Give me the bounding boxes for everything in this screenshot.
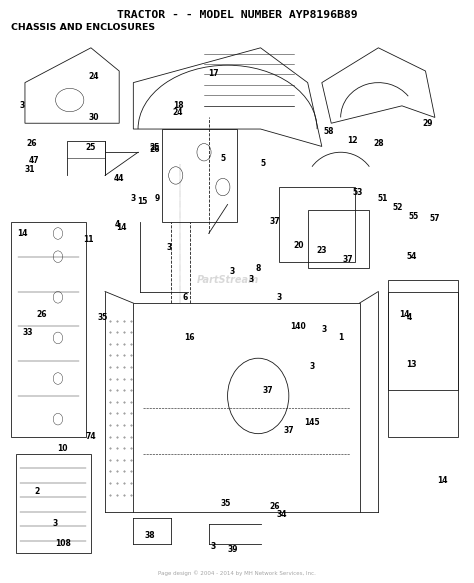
Text: 74: 74	[86, 432, 96, 441]
Text: 5: 5	[220, 153, 226, 163]
Text: 3: 3	[248, 275, 254, 285]
Text: 26: 26	[149, 145, 160, 154]
Text: 3: 3	[131, 194, 136, 203]
Text: 35: 35	[98, 313, 108, 322]
Text: PartStream: PartStream	[196, 275, 259, 285]
Text: 39: 39	[227, 545, 237, 554]
Text: 26: 26	[36, 310, 47, 319]
Text: CHASSIS AND ENCLOSURES: CHASSIS AND ENCLOSURES	[11, 23, 155, 33]
Text: 28: 28	[373, 139, 383, 148]
Text: 54: 54	[406, 252, 417, 261]
Text: 17: 17	[208, 69, 219, 79]
Text: 6: 6	[182, 293, 188, 302]
Text: 10: 10	[57, 444, 68, 452]
Text: 11: 11	[83, 235, 94, 244]
Text: 3: 3	[211, 542, 216, 552]
Text: 52: 52	[392, 203, 402, 212]
Text: 13: 13	[406, 360, 417, 368]
Text: 3: 3	[20, 101, 25, 110]
Text: 25: 25	[149, 143, 160, 152]
Text: 55: 55	[409, 212, 419, 220]
Text: 31: 31	[25, 165, 35, 174]
Text: 37: 37	[283, 426, 294, 436]
Text: 5: 5	[260, 159, 265, 168]
Text: TRACTOR - - MODEL NUMBER AYP8196B89: TRACTOR - - MODEL NUMBER AYP8196B89	[117, 10, 357, 20]
Text: 44: 44	[114, 174, 125, 183]
Text: 24: 24	[88, 72, 99, 81]
Text: 14: 14	[399, 310, 410, 319]
Text: 47: 47	[29, 156, 40, 166]
Text: 14: 14	[116, 223, 127, 232]
Text: 108: 108	[55, 539, 71, 549]
Text: 16: 16	[185, 333, 195, 342]
Text: 34: 34	[276, 510, 287, 519]
Text: 38: 38	[145, 531, 155, 540]
Text: 140: 140	[291, 322, 306, 331]
Text: 35: 35	[220, 499, 230, 508]
Text: 29: 29	[423, 119, 433, 128]
Text: 1: 1	[338, 333, 343, 342]
Text: 3: 3	[230, 266, 235, 276]
Text: 3: 3	[53, 519, 58, 528]
Text: 51: 51	[378, 194, 388, 203]
Text: 18: 18	[173, 101, 183, 110]
Text: 12: 12	[347, 136, 358, 145]
Text: 24: 24	[173, 108, 183, 117]
Text: 37: 37	[262, 385, 273, 395]
Text: 23: 23	[317, 247, 327, 255]
Text: 26: 26	[27, 139, 37, 148]
Text: Page design © 2004 - 2014 by MH Network Services, Inc.: Page design © 2004 - 2014 by MH Network …	[158, 570, 316, 576]
Text: 14: 14	[437, 476, 447, 484]
Text: 9: 9	[154, 194, 160, 203]
Text: 20: 20	[293, 241, 303, 250]
Text: 37: 37	[342, 255, 353, 264]
Text: 37: 37	[269, 217, 280, 226]
Text: 53: 53	[352, 188, 362, 198]
Text: 8: 8	[255, 264, 261, 273]
Text: 3: 3	[321, 325, 327, 333]
Text: 14: 14	[18, 229, 28, 238]
Text: 4: 4	[114, 220, 119, 229]
Text: 57: 57	[429, 215, 440, 223]
Text: 3: 3	[166, 244, 171, 252]
Text: 58: 58	[324, 128, 334, 136]
Text: 15: 15	[137, 197, 148, 206]
Text: 2: 2	[34, 487, 39, 496]
Text: 25: 25	[86, 143, 96, 152]
Text: 4: 4	[406, 313, 411, 322]
Text: 30: 30	[88, 113, 99, 122]
Text: 145: 145	[305, 417, 320, 427]
Text: 26: 26	[269, 502, 280, 511]
Text: 33: 33	[22, 328, 33, 336]
Text: 3: 3	[277, 293, 282, 302]
Text: 3: 3	[310, 363, 315, 371]
